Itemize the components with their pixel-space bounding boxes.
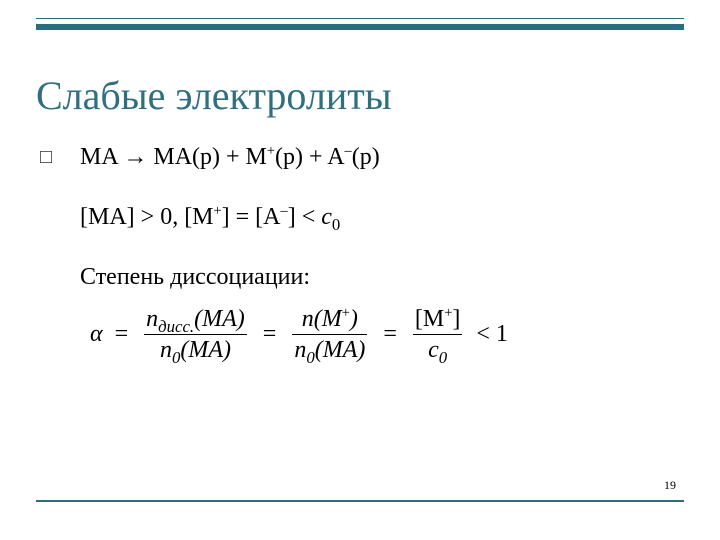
eq1-mid: (р) + A (275, 144, 345, 170)
slide-title: Слабые электролиты (36, 74, 392, 118)
eq1-post: (р) (352, 144, 380, 170)
equals-2: = (261, 321, 279, 348)
dissociation-equation: MA → MA(р) + M+(р) + A–(р) (80, 142, 380, 172)
degree-label: Степень диссоциации: (80, 262, 310, 292)
eq1-sup1: + (267, 143, 275, 159)
equation-line-1: □ MA → MA(р) + M+(р) + A–(р) (36, 142, 672, 172)
top-rule-thick (36, 24, 684, 30)
equation-line-2: [MA] > 0, [M+] = [A–] < c0 (36, 202, 672, 232)
alpha-symbol: α (90, 321, 103, 348)
equals-3: = (381, 321, 399, 348)
page-number: 19 (664, 478, 676, 493)
eq2-sup1: + (214, 203, 222, 219)
eq1-pre: MA → MA(р) + M (80, 144, 267, 170)
bottom-rule (36, 500, 684, 502)
label-line: Степень диссоциации: (36, 262, 672, 292)
eq2-a: [MA] > 0, [M (80, 204, 214, 230)
eq2-csub: 0 (332, 215, 340, 234)
equals-1: = (113, 321, 131, 348)
eq2-c: ] < (288, 204, 322, 230)
slide-body: □ MA → MA(р) + M+(р) + A–(р) [MA] > 0, [… (36, 142, 672, 364)
fraction-2: n(M+) n0(MA) (288, 306, 371, 364)
concentration-relation: [MA] > 0, [M+] = [A–] < c0 (80, 202, 340, 232)
alpha-formula: α = nдисс.(MA) n0(MA) = n(M+) n0(MA) = [… (90, 306, 672, 364)
top-rule-thin (36, 18, 684, 19)
eq2-b: ] = [A (222, 204, 281, 230)
eq2-sup2: – (281, 203, 288, 219)
fraction-3: [M+] c0 (409, 306, 466, 364)
less-than-one: < 1 (476, 321, 508, 348)
eq2-cvar: c (321, 204, 332, 230)
bullet-marker: □ (36, 142, 80, 172)
eq1-sup2: – (345, 143, 352, 159)
fraction-1: nдисс.(MA) n0(MA) (140, 306, 251, 364)
